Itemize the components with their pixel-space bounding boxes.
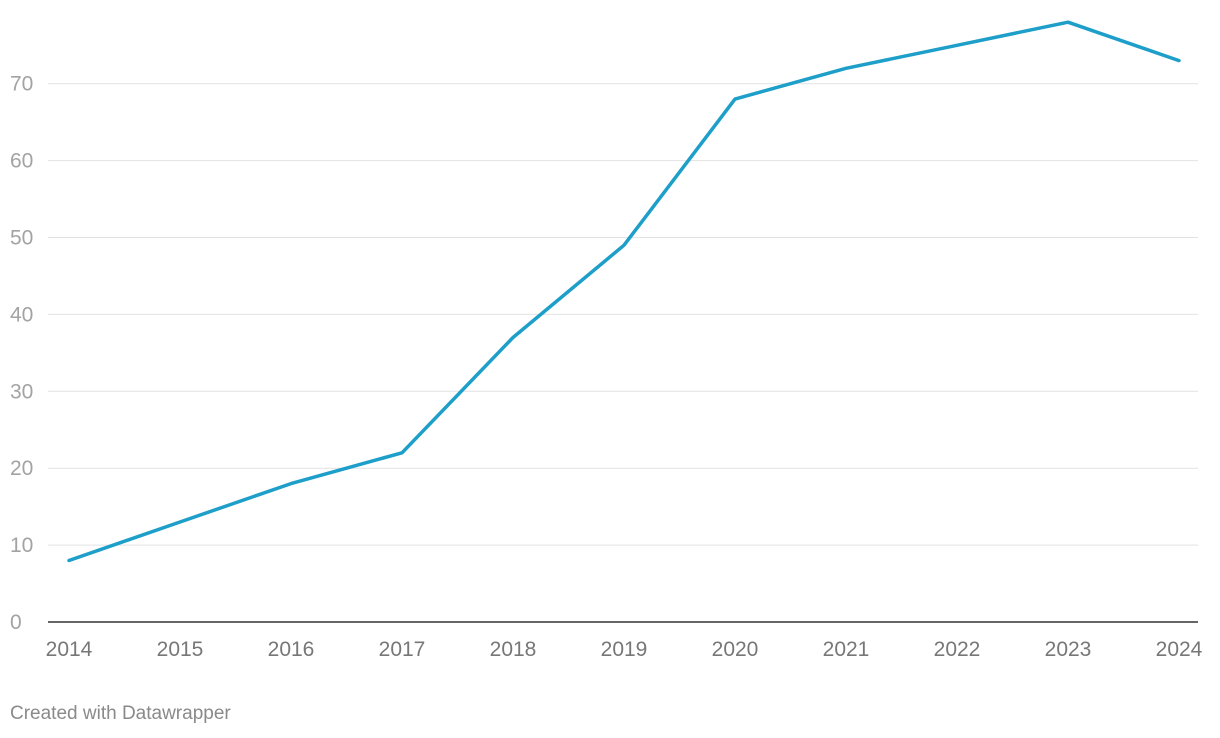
data-point[interactable] — [841, 63, 851, 73]
data-point[interactable] — [952, 40, 962, 50]
y-tick-label: 30 — [10, 380, 33, 403]
y-tick-label: 50 — [10, 227, 33, 250]
x-tick-label: 2020 — [712, 638, 759, 661]
x-tick-label: 2021 — [823, 638, 870, 661]
x-tick-label: 2019 — [601, 638, 648, 661]
credit-text[interactable]: Created with Datawrapper — [10, 703, 231, 724]
y-tick-label: 40 — [10, 303, 33, 326]
y-tick-label: 20 — [10, 457, 33, 480]
data-point[interactable] — [397, 448, 407, 458]
x-tick-label: 2015 — [157, 638, 204, 661]
x-axis-tick-labels: 2014 2015 2016 2017 2018 2019 2020 2021 2022 2023… — [46, 638, 1203, 661]
x-tick-label: 2017 — [379, 638, 426, 661]
x-tick-label: 2014 — [46, 638, 93, 661]
x-tick-label: 2024 — [1156, 638, 1203, 661]
y-tick-label: 10 — [10, 534, 33, 557]
data-point[interactable] — [64, 555, 74, 565]
x-tick-label: 2016 — [268, 638, 315, 661]
gridlines — [48, 83, 1198, 623]
data-point[interactable] — [508, 332, 518, 342]
data-point[interactable] — [1174, 56, 1184, 66]
series-layer — [64, 17, 1184, 565]
y-tick-label: 60 — [10, 150, 33, 173]
data-point[interactable] — [286, 479, 296, 489]
data-point[interactable] — [730, 94, 740, 104]
y-tick-label: 0 — [10, 611, 22, 634]
series-line — [67, 20, 1181, 563]
x-tick-label: 2018 — [490, 638, 537, 661]
x-tick-label: 2022 — [934, 638, 981, 661]
y-tick-label: 70 — [10, 73, 33, 96]
x-tick-label: 2023 — [1045, 638, 1092, 661]
data-point[interactable] — [619, 240, 629, 250]
data-point[interactable] — [175, 517, 185, 527]
data-point[interactable] — [1063, 17, 1073, 27]
y-axis-tick-labels: 0 10 20 30 40 50 60 70 — [10, 73, 33, 634]
